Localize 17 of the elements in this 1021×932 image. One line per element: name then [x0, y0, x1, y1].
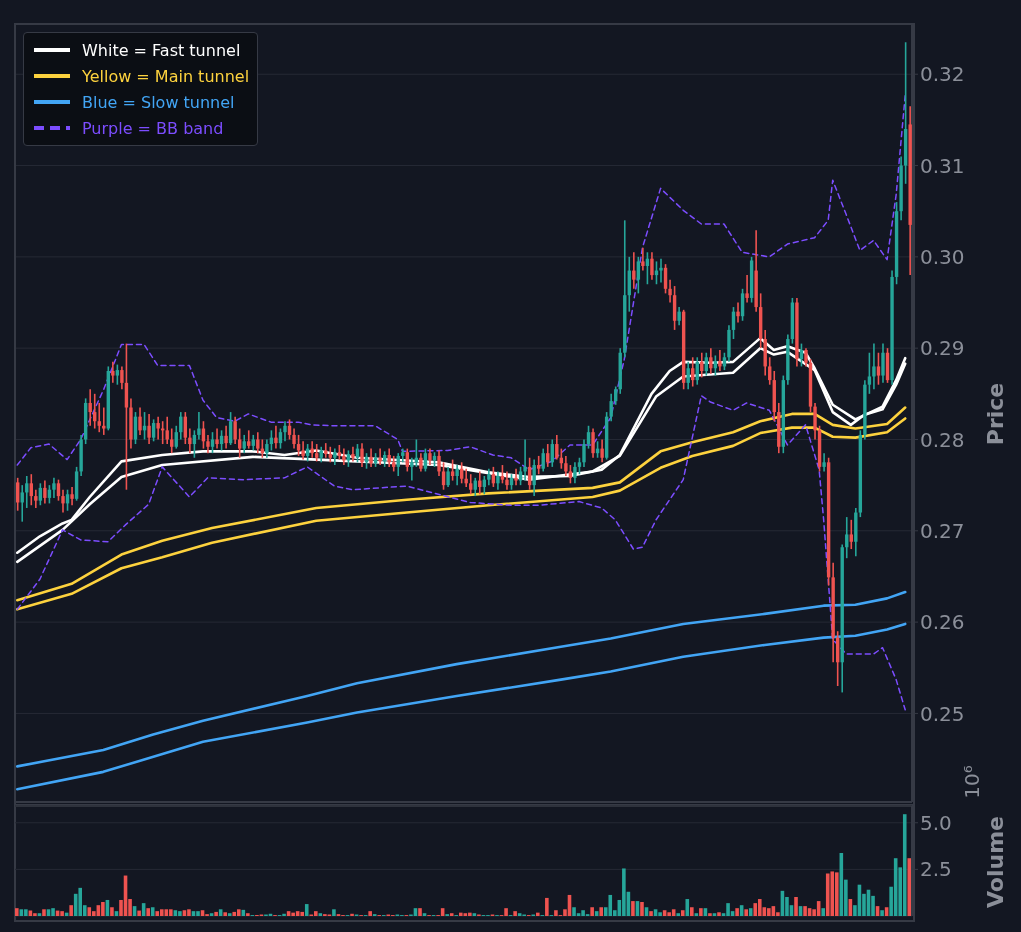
y-tick-label: 2.5 [920, 857, 952, 882]
legend-label: White = Fast tunnel [82, 40, 241, 60]
legend-label: Blue = Slow tunnel [82, 92, 235, 112]
text: 10⁶ [960, 765, 984, 799]
y-tick-label: 0.25 [920, 701, 965, 726]
y-tick-label: 0.28 [920, 427, 965, 452]
y-tick-label: 0.30 [920, 244, 965, 269]
y-tick-label: 0.32 [920, 62, 965, 87]
y-tick-label: 0.31 [920, 153, 965, 178]
legend-label: Purple = BB band [82, 118, 224, 138]
y-axis-title: Price [982, 382, 1008, 445]
y-tick-label: 5.0 [920, 810, 952, 835]
y-tick-label: 0.29 [920, 336, 965, 361]
legend-label: Yellow = Main tunnel [82, 66, 250, 86]
y-axis-title: Volume [982, 815, 1008, 908]
y-tick-label: 0.26 [920, 610, 965, 635]
y-tick-label: 0.27 [920, 518, 965, 543]
